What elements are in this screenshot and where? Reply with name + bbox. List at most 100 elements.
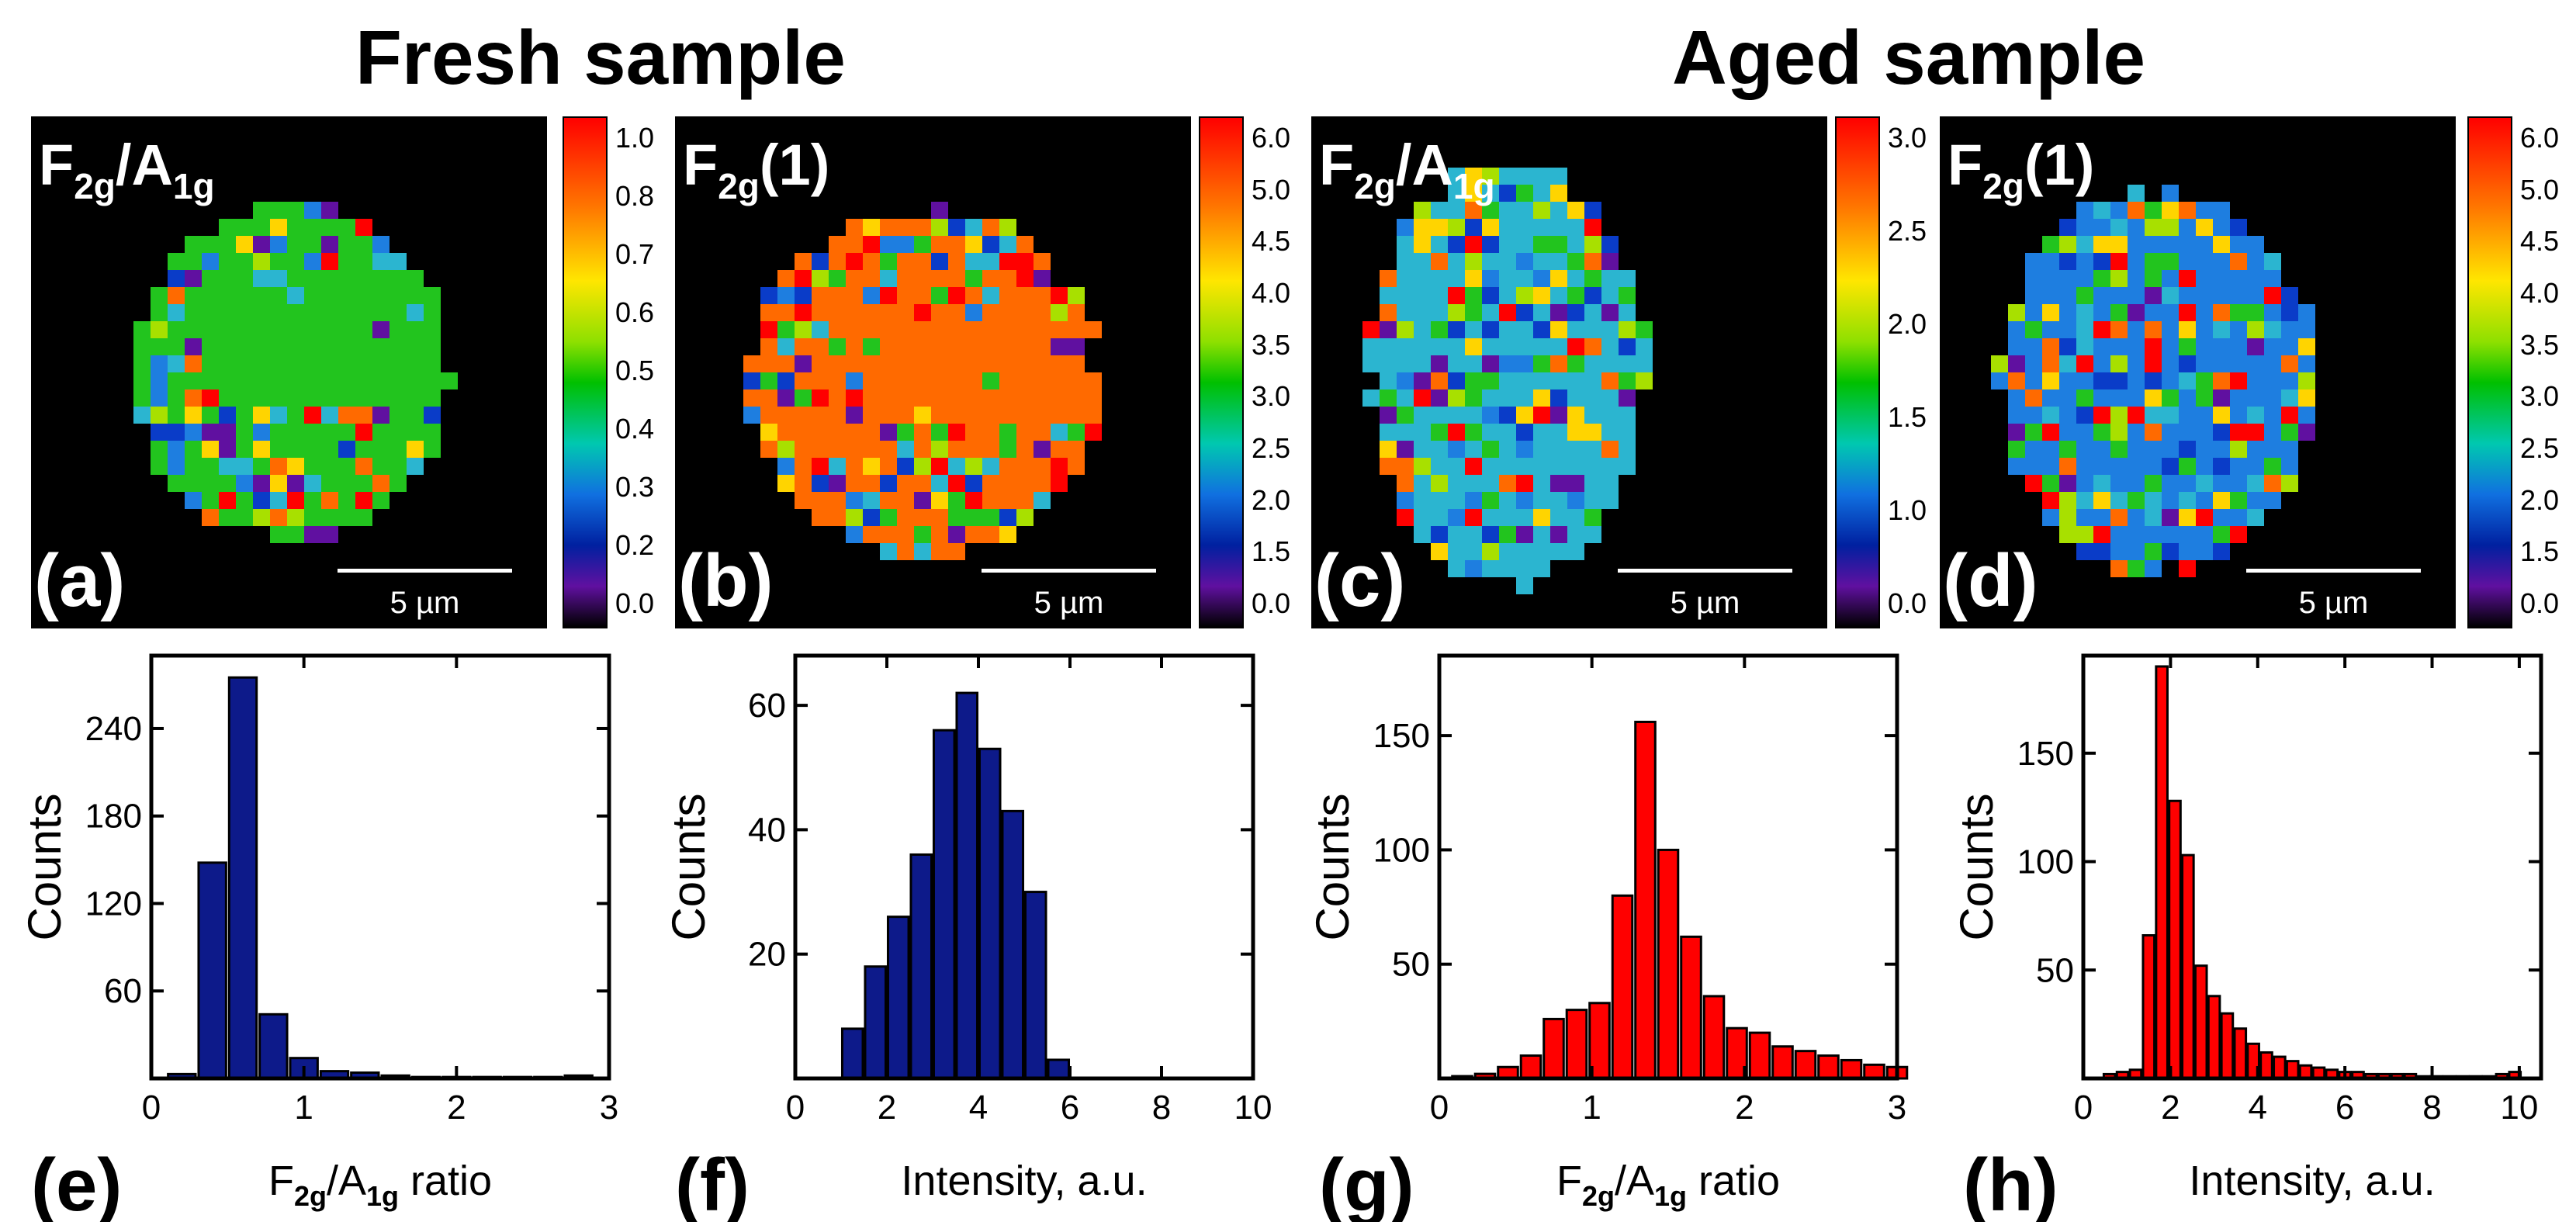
map-pixel <box>1499 509 1516 526</box>
map-pixel <box>1550 543 1567 560</box>
map-pixel <box>1584 304 1601 321</box>
map-pixel <box>441 372 458 389</box>
map-pixel <box>863 407 880 424</box>
map-pixel <box>2059 526 2076 543</box>
map-pixel <box>2281 304 2298 321</box>
map-pixel <box>2059 287 2076 304</box>
map-pixel <box>2196 321 2213 338</box>
map-pixel <box>236 219 253 236</box>
map-pixel <box>2128 287 2145 304</box>
map-pixel <box>168 321 185 338</box>
map-pixel <box>270 526 287 543</box>
map-pixel <box>338 441 355 458</box>
map-pixel <box>133 372 151 389</box>
map-pixel <box>355 219 372 236</box>
map-pixel <box>2145 543 2162 560</box>
map-pixel <box>270 389 287 407</box>
map-pixel <box>2213 321 2230 338</box>
map-pixel <box>1051 441 1068 458</box>
colorbar-tick-label: 0.6 <box>615 296 655 328</box>
histogram-bar <box>2181 853 2195 1080</box>
y-tick-label: 120 <box>85 884 142 923</box>
map-pixel <box>743 407 760 424</box>
map-pixel <box>2093 304 2110 321</box>
map-pixel <box>1431 270 1448 287</box>
map-pixel <box>390 389 407 407</box>
map-pixel <box>2110 407 2128 424</box>
map-pixel <box>2128 543 2145 560</box>
map-pixel <box>2128 219 2145 236</box>
x-axis-label-part: Intensity, a.u. <box>901 1158 1147 1204</box>
map-pixel <box>2128 304 2145 321</box>
map-pixel <box>2145 526 2162 543</box>
map-pixel <box>2213 441 2230 458</box>
map-pixel <box>1380 321 1397 338</box>
map-pixel <box>863 270 880 287</box>
map-pixel <box>287 338 304 355</box>
map-pixel <box>982 338 999 355</box>
map-pixel <box>914 424 931 441</box>
map-pixel <box>1584 441 1601 458</box>
map-pixel <box>424 407 441 424</box>
map-pixel <box>914 441 931 458</box>
map-pixel <box>1016 253 1034 270</box>
map-pixel <box>270 475 287 492</box>
map-pixel <box>338 338 355 355</box>
map-pixel <box>1431 355 1448 372</box>
map-pixel <box>304 458 321 475</box>
map-pixel <box>2093 458 2110 475</box>
map-pixel <box>2196 202 2213 219</box>
map-pixel <box>1068 458 1085 475</box>
map-pixel <box>2042 424 2059 441</box>
map-pixel <box>304 253 321 270</box>
map-pixel <box>304 475 321 492</box>
map-pixel <box>897 389 914 407</box>
x-axis-label-part: Intensity, a.u. <box>2189 1158 2435 1204</box>
map-pixel <box>321 424 338 441</box>
map-pixel <box>863 492 880 509</box>
map-pixel <box>1550 424 1567 441</box>
map-pixel <box>2093 509 2110 526</box>
map-pixel <box>407 321 424 338</box>
map-pixel <box>880 372 897 389</box>
map-pixel <box>965 424 982 441</box>
map-label-part: 2g <box>74 166 116 206</box>
map-pixel <box>168 338 185 355</box>
map-pixel <box>2076 424 2093 441</box>
colorbar-tick-label: 4.5 <box>2520 225 2560 258</box>
map-pixel <box>407 355 424 372</box>
map-pixel <box>1034 492 1051 509</box>
map-pixel <box>2076 526 2093 543</box>
map-pixel <box>338 219 355 236</box>
map-pixel <box>2145 287 2162 304</box>
map-pixel <box>1380 441 1397 458</box>
map-pixel <box>1016 287 1034 304</box>
map-pixel <box>982 407 999 424</box>
colorbar-tick-label: 3.0 <box>1252 380 1291 413</box>
map-pixel <box>1414 355 1431 372</box>
map-label-part: 1g <box>1452 166 1495 206</box>
map-pixel <box>1051 475 1068 492</box>
map-pixel <box>1051 372 1068 389</box>
map-pixel <box>1516 424 1533 441</box>
map-pixel <box>1448 304 1465 321</box>
map-pixel <box>1034 304 1051 321</box>
map-pixel <box>202 355 219 372</box>
map-pixel <box>202 287 219 304</box>
map-pixel <box>1601 304 1619 321</box>
map-pixel <box>270 219 287 236</box>
map-pixel <box>1431 372 1448 389</box>
map-pixel <box>133 355 151 372</box>
map-pixel <box>1550 355 1567 372</box>
map-pixel <box>2059 372 2076 389</box>
map-pixel <box>407 270 424 287</box>
map-pixel <box>2179 475 2196 492</box>
map-pixel <box>880 253 897 270</box>
histogram-bar <box>1680 935 1702 1080</box>
map-pixel <box>1448 219 1465 236</box>
map-pixel <box>2076 338 2093 355</box>
map-pixel <box>390 441 407 458</box>
histogram-bar <box>955 691 979 1080</box>
map-pixel <box>338 509 355 526</box>
map-pixel <box>1482 202 1499 219</box>
